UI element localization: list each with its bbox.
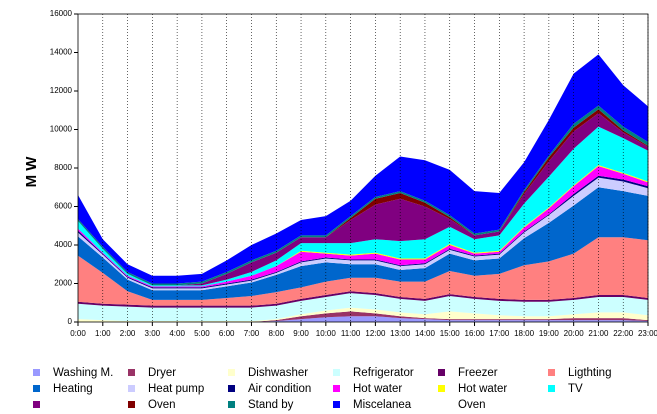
legend-swatch xyxy=(228,401,235,408)
legend-swatch xyxy=(548,369,555,376)
x-tick-label: 19:00 xyxy=(539,329,560,338)
legend-label: Oven xyxy=(458,399,486,411)
legend-label: Heating xyxy=(53,383,93,395)
legend-swatch xyxy=(33,401,40,408)
legend-label: Hot water xyxy=(458,383,507,395)
x-tick-label: 21:00 xyxy=(588,329,609,338)
legend-swatch xyxy=(128,401,135,408)
y-axis-label: M W xyxy=(23,156,40,188)
y-tick-label: 10000 xyxy=(50,125,73,134)
legend-label: Air condition xyxy=(248,383,311,395)
legend-label: Stand by xyxy=(248,399,294,411)
area xyxy=(78,166,648,288)
x-tick-label: 17:00 xyxy=(489,329,510,338)
x-tick-label: 5:00 xyxy=(194,329,210,338)
legend-label: Washing M. xyxy=(53,367,113,379)
legend-swatch xyxy=(33,369,40,376)
legend-swatch xyxy=(333,369,340,376)
x-tick-label: 7:00 xyxy=(244,329,260,338)
x-tick-label: 10:00 xyxy=(316,329,337,338)
y-tick-label: 2000 xyxy=(54,279,72,288)
x-tick-label: 23:00 xyxy=(638,329,657,338)
y-tick-label: 0 xyxy=(68,317,73,326)
x-tick-label: 11:00 xyxy=(341,329,361,338)
legend-swatch xyxy=(128,369,135,376)
area xyxy=(78,291,648,308)
y-tick-label: 12000 xyxy=(50,86,73,95)
x-tick-label: 3:00 xyxy=(145,329,161,338)
legend-swatch xyxy=(228,385,235,392)
x-tick-label: 6:00 xyxy=(219,329,235,338)
legend-swatch xyxy=(33,385,40,392)
x-tick-label: 2:00 xyxy=(120,329,136,338)
legend-label: Ligthting xyxy=(568,367,611,379)
x-tick-label: 22:00 xyxy=(613,329,634,338)
legend-label: Oven xyxy=(148,399,176,411)
legend-label: Hot water xyxy=(353,383,402,395)
legend-label: Freezer xyxy=(458,367,498,379)
legend-swatch xyxy=(228,369,235,376)
legend-swatch xyxy=(438,369,445,376)
y-tick-label: 8000 xyxy=(54,163,72,172)
area xyxy=(78,177,648,291)
legend-swatch xyxy=(333,401,340,408)
area xyxy=(78,311,648,322)
y-tick-label: 14000 xyxy=(50,48,73,57)
area xyxy=(78,187,648,300)
legend-label: TV xyxy=(568,383,583,395)
x-tick-label: 16:00 xyxy=(465,329,486,338)
x-tick-label: 4:00 xyxy=(169,329,185,338)
x-tick-label: 18:00 xyxy=(514,329,535,338)
area xyxy=(78,237,648,306)
x-tick-label: 20:00 xyxy=(564,329,585,338)
x-tick-label: 9:00 xyxy=(293,329,309,338)
y-tick-label: 4000 xyxy=(54,240,72,249)
area xyxy=(78,126,648,287)
area xyxy=(78,307,648,322)
legend-swatch xyxy=(333,385,340,392)
x-tick-label: 13:00 xyxy=(390,329,411,338)
area xyxy=(78,293,648,322)
legend-label: Refrigerator xyxy=(353,367,414,379)
x-tick-label: 8:00 xyxy=(268,329,284,338)
x-tick-label: 0:00 xyxy=(70,329,86,338)
legend-label: Dryer xyxy=(148,367,176,379)
area xyxy=(78,54,648,284)
area xyxy=(78,316,648,322)
legend-label: Miscelanea xyxy=(353,399,412,411)
area xyxy=(78,113,648,286)
x-tick-label: 14:00 xyxy=(415,329,436,338)
x-tick-label: 12:00 xyxy=(365,329,386,338)
y-tick-label: 6000 xyxy=(54,202,72,211)
legend-label: Dishwasher xyxy=(248,367,308,379)
legend-swatch xyxy=(128,385,135,392)
x-tick-label: 1:00 xyxy=(95,329,111,338)
legend-label: Heat pump xyxy=(148,383,204,395)
x-tick-label: 15:00 xyxy=(440,329,461,338)
y-tick-label: 16000 xyxy=(50,9,73,18)
legend-swatch xyxy=(438,385,445,392)
legend-swatch xyxy=(548,385,555,392)
